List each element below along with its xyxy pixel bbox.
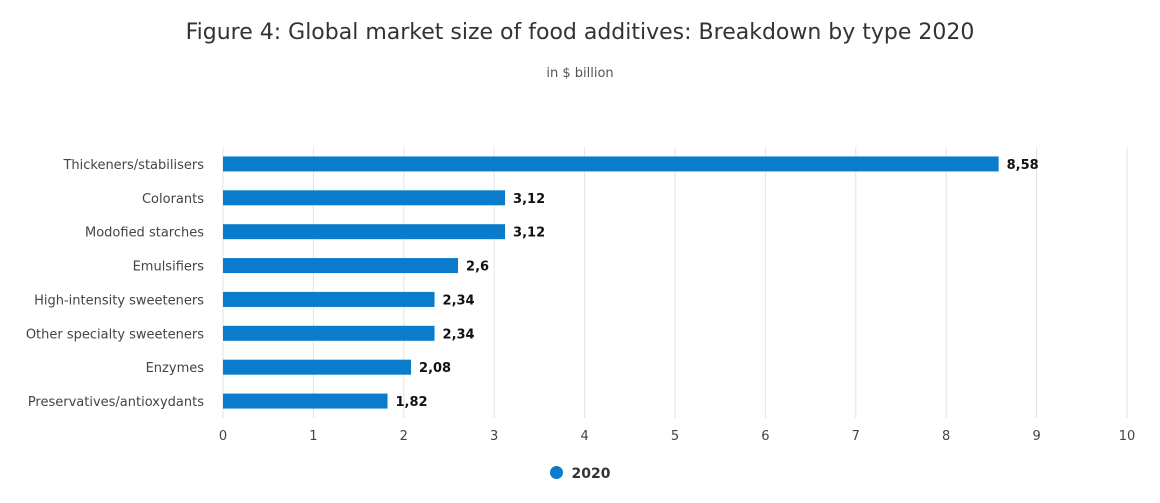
- x-tick-label: 2: [400, 429, 408, 444]
- bar[interactable]: [223, 325, 435, 341]
- data-label: 2,6: [466, 260, 489, 275]
- category-label: Colorants: [142, 192, 204, 207]
- bar[interactable]: [223, 224, 506, 240]
- category-label: High-intensity sweeteners: [34, 293, 204, 308]
- data-label: 1,82: [396, 395, 428, 410]
- bar-chart: 0 1 2 3 4 5 6 7 8 9 10 Thickeners/stabilisers 8,58 Co…: [26, 147, 1135, 444]
- x-tick-label: 1: [309, 429, 317, 444]
- category-label: Other specialty sweeteners: [26, 327, 204, 342]
- category-label: Modofied starches: [85, 226, 204, 241]
- bar[interactable]: [223, 359, 412, 375]
- legend-marker: [549, 466, 563, 479]
- bar[interactable]: [223, 190, 506, 206]
- bar[interactable]: [223, 291, 435, 307]
- bar[interactable]: [223, 156, 999, 172]
- x-tick-label: 3: [490, 429, 498, 444]
- data-label: 2,34: [443, 327, 475, 342]
- category-label: Emulsifiers: [133, 260, 205, 275]
- x-tick-label: 10: [1119, 429, 1136, 444]
- legend[interactable]: 2020: [0, 466, 1160, 482]
- data-label: 3,12: [513, 226, 545, 241]
- x-tick-label: 9: [1032, 429, 1040, 444]
- labels: 0 1 2 3 4 5 6 7 8 9 10 Thickeners/stabilisers 8,58 Co…: [26, 158, 1135, 444]
- x-tick-label: 5: [671, 429, 679, 444]
- x-tick-label: 8: [942, 429, 950, 444]
- data-label: 8,58: [1007, 158, 1039, 173]
- category-label: Thickeners/stabilisers: [62, 158, 204, 173]
- data-label: 2,08: [419, 361, 451, 376]
- category-label: Enzymes: [146, 361, 205, 376]
- bar[interactable]: [223, 393, 388, 409]
- bars: [223, 156, 999, 409]
- data-label: 2,34: [443, 293, 475, 308]
- chart-subtitle: in $ billion: [546, 66, 614, 81]
- x-tick-label: 6: [761, 429, 769, 444]
- x-tick-label: 7: [852, 429, 860, 444]
- data-label: 3,12: [513, 192, 545, 207]
- x-tick-label: 4: [580, 429, 588, 444]
- chart-title: Figure 4: Global market size of food add…: [185, 20, 975, 45]
- legend-label: 2020: [571, 466, 611, 482]
- gridlines: [222, 147, 1128, 418]
- bar[interactable]: [223, 258, 459, 274]
- category-label: Preservatives/antioxydants: [28, 395, 204, 410]
- x-tick-label: 0: [219, 429, 227, 444]
